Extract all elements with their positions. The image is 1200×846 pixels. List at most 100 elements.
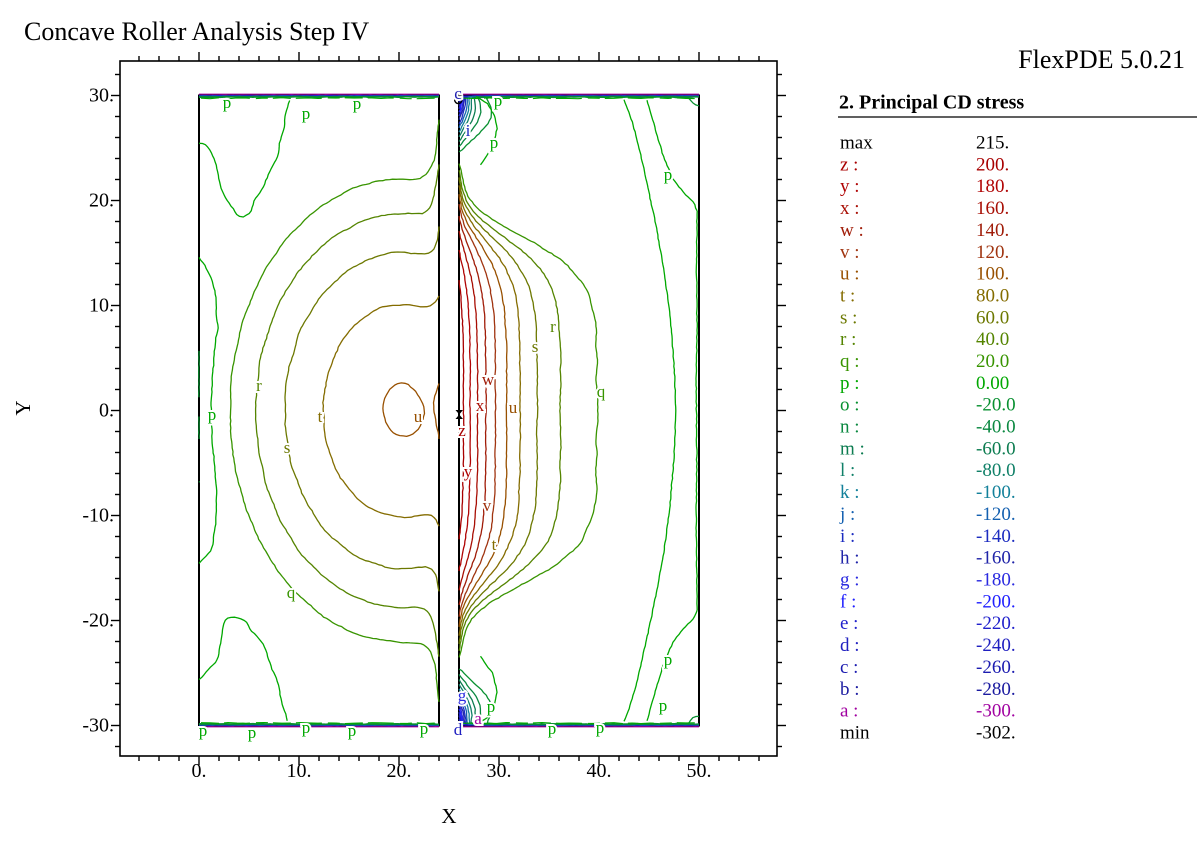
svg-text:a :: a : [840,701,858,722]
svg-text:p: p [199,721,208,740]
svg-text:0.: 0. [99,400,114,422]
svg-text:t: t [492,535,497,554]
svg-text:u: u [414,407,423,426]
svg-text:p: p [353,94,362,113]
svg-text:c :: c : [840,657,858,678]
svg-text:d :: d : [840,635,860,656]
svg-text:40.: 40. [587,760,612,782]
svg-text:-302.: -302. [976,723,1016,744]
svg-text:30.: 30. [89,85,114,107]
svg-text:g: g [458,686,467,705]
svg-text:i :: i : [840,526,855,547]
svg-text:215.: 215. [976,133,1009,154]
svg-text:l :: l : [840,460,855,481]
svg-text:q :: q : [840,351,860,372]
svg-text:-160.: -160. [976,548,1016,569]
svg-text:120.: 120. [976,242,1009,263]
svg-text:s :: s : [840,307,857,328]
svg-text:10.: 10. [287,760,312,782]
svg-text:f :: f : [840,591,856,612]
svg-text:p :: p : [840,373,860,394]
svg-text:40.0: 40.0 [976,329,1009,350]
svg-text:t :: t : [840,286,855,307]
svg-text:z :: z : [840,154,858,175]
svg-text:p: p [223,93,232,112]
svg-text:i: i [466,121,471,140]
svg-text:-40.0: -40.0 [976,417,1016,438]
svg-text:FlexPDE 5.0.21: FlexPDE 5.0.21 [1018,45,1185,74]
svg-text:Y: Y [11,400,35,415]
svg-text:-300.: -300. [976,701,1016,722]
svg-text:p: p [664,650,673,669]
svg-text:n :: n : [840,417,860,438]
svg-text:30.: 30. [487,760,512,782]
svg-text:c: c [454,84,462,103]
svg-text:-120.: -120. [976,504,1016,525]
svg-text:m :: m : [840,438,865,459]
svg-text:p: p [659,696,668,715]
svg-text:200.: 200. [976,154,1009,175]
svg-text:p: p [248,723,257,742]
svg-text:p: p [596,718,605,737]
svg-text:w: w [482,370,495,389]
svg-text:w :: w : [840,220,864,241]
svg-text:t: t [318,407,323,426]
svg-text:-10.: -10. [82,505,114,527]
svg-text:180.: 180. [976,176,1009,197]
svg-text:o :: o : [840,395,860,416]
svg-text:60.0: 60.0 [976,307,1009,328]
svg-text:b :: b : [840,679,860,700]
svg-text:-140.: -140. [976,526,1016,547]
svg-text:-180.: -180. [976,570,1016,591]
svg-text:v: v [483,496,492,515]
svg-text:j :: j : [839,504,855,525]
svg-text:u :: u : [840,264,860,285]
svg-text:p: p [420,719,429,738]
svg-text:x: x [476,396,485,415]
svg-text:y :: y : [840,176,860,197]
svg-text:Concave Roller Analysis Step I: Concave Roller Analysis Step IV [24,17,369,46]
svg-text:p: p [490,133,499,152]
svg-text:10.: 10. [89,295,114,317]
svg-text:p: p [302,718,311,737]
svg-text:-20.: -20. [82,610,114,632]
svg-text:-100.: -100. [976,482,1016,503]
svg-text:20.0: 20.0 [976,351,1009,372]
svg-text:p: p [548,719,557,738]
svg-text:d: d [454,720,463,739]
svg-text:r: r [550,317,556,336]
svg-text:-260.: -260. [976,657,1016,678]
svg-text:20.: 20. [387,760,412,782]
svg-text:e :: e : [840,613,858,634]
svg-text:p: p [302,104,311,123]
svg-text:u: u [509,398,518,417]
svg-text:p: p [494,91,503,110]
svg-text:min: min [840,723,870,744]
svg-text:-280.: -280. [976,679,1016,700]
svg-text:-60.0: -60.0 [976,438,1016,459]
svg-text:a: a [474,709,482,728]
svg-text:q: q [287,583,296,602]
svg-text:p: p [208,405,217,424]
svg-text:k :: k : [840,482,860,503]
svg-text:-20.0: -20.0 [976,395,1016,416]
svg-text:v :: v : [840,242,860,263]
svg-text:p: p [487,697,496,716]
svg-text:X: X [441,804,456,828]
svg-text:q: q [597,382,606,401]
svg-text:s: s [284,438,291,457]
svg-text:140.: 140. [976,220,1009,241]
svg-text:y: y [464,462,473,481]
svg-text:-30.: -30. [82,715,114,737]
svg-text:x :: x : [840,198,860,219]
svg-text:-80.0: -80.0 [976,460,1016,481]
svg-text:s: s [532,337,539,356]
svg-text:2. Principal CD stress: 2. Principal CD stress [839,92,1024,114]
svg-text:20.: 20. [89,190,114,212]
svg-text:-200.: -200. [976,591,1016,612]
svg-text:p: p [348,721,357,740]
svg-text:0.00: 0.00 [976,373,1009,394]
svg-text:0.: 0. [192,760,207,782]
svg-text:z: z [458,421,466,440]
svg-text:-240.: -240. [976,635,1016,656]
